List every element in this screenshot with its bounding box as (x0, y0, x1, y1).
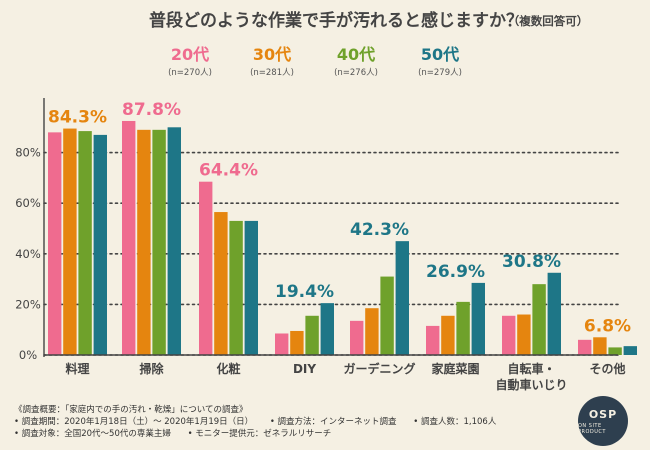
chart-title: 普段どのような作業で手が汚れると感じますか？ (149, 10, 523, 31)
survey-period: • 調査期間：2020年1月18日（土）～ 2020年1月19日（日） (14, 417, 254, 427)
y-tick-label: 80% (15, 146, 41, 160)
legend-label-3: 40代 (337, 45, 375, 64)
total-label: 30.8% (502, 252, 561, 272)
total-label: 26.9% (426, 262, 485, 282)
x-category-label: 家庭菜園 (431, 361, 479, 376)
legend-label-1: 20代 (171, 45, 209, 64)
legend-label-4: 50代 (421, 45, 459, 64)
survey-provider: • モニター提供元：ゼネラルリサーチ (187, 429, 332, 439)
survey-title: 《調査概要：「家庭内での手の汚れ・乾燥」についての調査》 (14, 405, 248, 415)
bar-1 (426, 325, 440, 355)
bar-3 (305, 315, 319, 355)
x-category-label: 自動車いじり (495, 377, 567, 392)
bar-2 (137, 129, 151, 355)
x-category-label: 化粧 (216, 361, 240, 376)
bar-3 (380, 276, 394, 355)
bar-3 (78, 131, 92, 355)
bar-4 (244, 220, 258, 355)
bar-1 (350, 320, 364, 355)
bar-3 (229, 220, 243, 355)
logo-text: OSP (588, 407, 618, 421)
y-tick-label: 20% (15, 297, 41, 311)
survey-method: • 調査方法：インターネット調査 (269, 417, 397, 427)
bar-1 (275, 333, 289, 355)
bar-3 (152, 129, 166, 355)
total-label: 87.8% (122, 100, 181, 120)
bar-1 (122, 120, 136, 355)
y-tick-label: 0% (19, 348, 37, 362)
total-label: 84.3% (48, 108, 107, 128)
bar-4 (93, 134, 107, 355)
total-label: 42.3% (350, 220, 409, 240)
total-label: 19.4% (275, 282, 334, 302)
bar-1 (578, 339, 592, 355)
x-category-label: 自転車・ (507, 361, 555, 376)
chart-title-note: （複数回答可） (508, 14, 589, 28)
bar-4 (320, 303, 334, 355)
legend-sample-2: (n=281人) (250, 68, 294, 78)
x-category-label: 掃除 (139, 361, 164, 376)
bar-chart: 普段どのような作業で手が汚れると感じますか？（複数回答可） 20代 (n=270人)… (15, 10, 637, 392)
logo-subtext: ON SITE PRODUCT (578, 422, 606, 435)
bar-4 (623, 346, 637, 355)
survey-footer: 《調査概要：「家庭内での手の汚れ・乾燥」についての調査》 • 調査期間：2020… (14, 404, 510, 440)
survey-target: • 調査対象：全国20代～50代の専業主婦 (14, 429, 171, 439)
bar-2 (214, 212, 228, 355)
bar-3 (532, 284, 546, 355)
legend-label-2: 30代 (253, 45, 291, 64)
bar-4 (167, 127, 181, 355)
bar-2 (290, 330, 304, 355)
legend-sample-1: (n=270人) (168, 68, 212, 78)
bar-1 (502, 315, 516, 355)
bar-4 (471, 282, 485, 355)
legend-sample-4: (n=279人) (418, 68, 462, 78)
bar-2 (593, 337, 607, 355)
x-category-label: DIY (293, 362, 316, 376)
bar-3 (608, 347, 622, 355)
bar-2 (63, 128, 77, 355)
total-label: 6.8% (584, 316, 631, 336)
bar-2 (441, 315, 455, 355)
bar-4 (547, 272, 561, 355)
total-label: 64.4% (199, 161, 258, 181)
y-tick-label: 40% (15, 247, 41, 261)
x-category-label: ガーデニング (343, 361, 415, 376)
bar-1 (199, 181, 213, 355)
bar-1 (48, 132, 62, 355)
survey-count: • 調査人数：1,106人 (413, 417, 497, 427)
legend-sample-3: (n=276人) (334, 68, 378, 78)
bar-4 (395, 241, 409, 355)
y-tick-label: 60% (15, 196, 41, 210)
bar-3 (456, 301, 470, 355)
bar-2 (365, 308, 379, 355)
bar-2 (517, 314, 531, 355)
x-category-label: 料理 (65, 361, 89, 376)
x-category-label: その他 (589, 361, 625, 376)
osp-logo: OSP ON SITE PRODUCT (578, 396, 628, 446)
